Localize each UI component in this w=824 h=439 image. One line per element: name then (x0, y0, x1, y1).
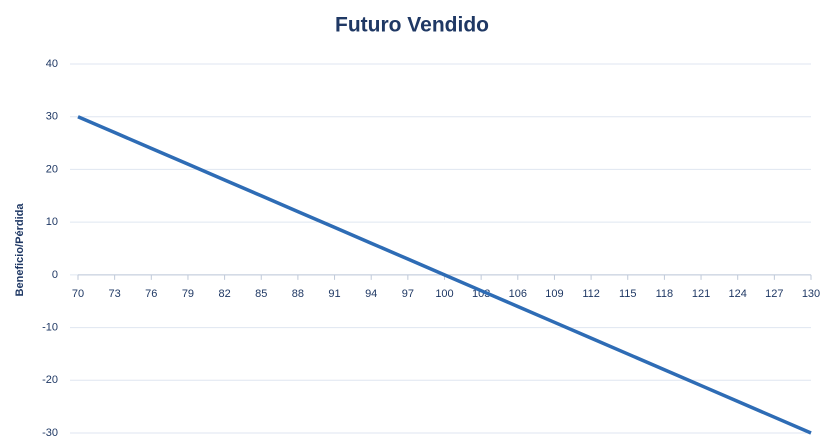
line (77, 115, 812, 435)
x-tick-label: 91 (328, 288, 340, 300)
x-tick-label: 73 (109, 288, 121, 300)
x-tick-label: 106 (509, 288, 527, 300)
y-axis-label: Beneficio/Pérdida (14, 203, 26, 297)
y-tick-label: -20 (42, 374, 58, 386)
x-tick-label: 88 (292, 288, 304, 300)
y-tick-label: -10 (42, 321, 58, 333)
x-tick-label: 124 (729, 288, 747, 300)
x-tick-label: 121 (692, 288, 710, 300)
y-tick-label: 10 (46, 216, 58, 228)
x-tick-label: 70 (72, 288, 84, 300)
y-tick-label: -30 (42, 427, 58, 439)
x-tick-label: 97 (402, 288, 414, 300)
y-tick-label: 30 (46, 111, 58, 123)
x-tick-label: 109 (545, 288, 563, 300)
x-tick-label: 85 (255, 288, 267, 300)
x-tick-label: 94 (365, 288, 377, 300)
y-tick-label: 40 (46, 58, 58, 70)
x-tick-label: 130 (802, 288, 820, 300)
x-tick-label: 82 (218, 288, 230, 300)
x-tick-label: 112 (582, 288, 600, 300)
x-tick-label: 118 (656, 288, 674, 300)
y-tick-label: 0 (52, 269, 58, 281)
y-tick-label: 20 (46, 163, 58, 175)
chart-title: Futuro Vendido (335, 14, 489, 37)
x-tick-label: 100 (435, 288, 453, 300)
x-tick-label: 76 (145, 288, 157, 300)
x-tick-label: 115 (619, 288, 637, 300)
x-tick-label: 79 (182, 288, 194, 300)
x-tick-label: 127 (765, 288, 783, 300)
